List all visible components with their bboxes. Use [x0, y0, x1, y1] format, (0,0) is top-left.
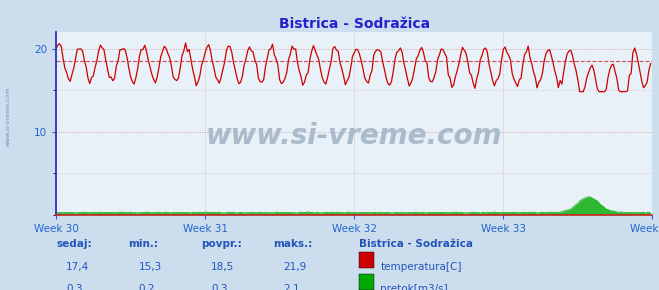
- Text: sedaj:: sedaj:: [56, 239, 92, 249]
- Text: 15,3: 15,3: [138, 262, 161, 272]
- Text: 0,3: 0,3: [66, 284, 82, 290]
- Text: pretok[m3/s]: pretok[m3/s]: [380, 284, 448, 290]
- Text: 18,5: 18,5: [211, 262, 234, 272]
- Text: www.si-vreme.com: www.si-vreme.com: [5, 86, 11, 146]
- Text: 21,9: 21,9: [283, 262, 306, 272]
- Text: Bistrica - Sodražica: Bistrica - Sodražica: [359, 239, 473, 249]
- Text: maks.:: maks.:: [273, 239, 313, 249]
- Text: www.si-vreme.com: www.si-vreme.com: [206, 122, 502, 150]
- Text: povpr.:: povpr.:: [201, 239, 242, 249]
- Text: min.:: min.:: [129, 239, 159, 249]
- Text: temperatura[C]: temperatura[C]: [380, 262, 462, 272]
- Text: 0,3: 0,3: [211, 284, 227, 290]
- Text: 2,1: 2,1: [283, 284, 300, 290]
- Text: 17,4: 17,4: [66, 262, 89, 272]
- Text: 0,2: 0,2: [138, 284, 155, 290]
- Title: Bistrica - Sodražica: Bistrica - Sodražica: [279, 17, 430, 31]
